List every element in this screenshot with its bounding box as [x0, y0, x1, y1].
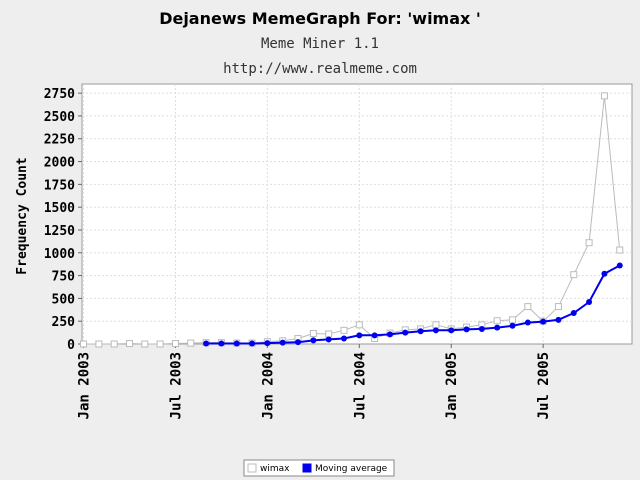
data-point-moving-average: [233, 340, 240, 347]
data-point-wimax: [309, 330, 317, 338]
data-point-moving-average: [524, 319, 531, 326]
data-point-wimax: [171, 340, 179, 348]
data-point-moving-average: [601, 270, 608, 277]
data-point-moving-average: [570, 309, 577, 316]
data-point-moving-average: [402, 329, 409, 336]
data-point-wimax: [156, 340, 164, 348]
y-tick-label: 1750: [44, 178, 75, 193]
data-point-moving-average: [555, 316, 562, 323]
y-tick-label: 2250: [44, 133, 75, 148]
x-tick-label: Jul 2004: [352, 352, 368, 419]
legend-label-wimax: wimax: [260, 464, 290, 474]
y-tick-label: 250: [52, 315, 76, 330]
data-point-wimax: [554, 303, 562, 311]
data-point-wimax: [95, 340, 103, 348]
data-point-wimax: [493, 317, 501, 325]
y-tick-label: 2750: [44, 87, 75, 102]
data-point-wimax: [110, 340, 118, 348]
data-point-wimax: [509, 316, 517, 324]
legend: wimax Moving average: [243, 459, 395, 477]
data-point-moving-average: [494, 324, 501, 331]
chart-url: http://www.realmeme.com: [223, 61, 417, 77]
data-point-moving-average: [218, 340, 225, 347]
data-point-moving-average: [386, 331, 393, 338]
data-point-wimax: [80, 340, 88, 348]
data-point-moving-average: [325, 336, 332, 343]
data-point-wimax: [141, 340, 149, 348]
y-tick-label: 1000: [44, 247, 75, 262]
data-point-wimax: [340, 326, 348, 334]
data-point-moving-average: [509, 322, 516, 329]
data-point-moving-average: [264, 340, 271, 347]
data-point-moving-average: [295, 339, 302, 346]
x-tick-label: Jul 2005: [536, 352, 552, 419]
axes: 0 250 500 750 1000 1250 1500 1750 2000 2250 2500 27…: [44, 87, 552, 419]
data-point-moving-average: [463, 326, 470, 333]
y-tick-label: 500: [52, 292, 76, 307]
data-point-wimax: [355, 321, 363, 329]
data-point-wimax: [524, 303, 532, 311]
x-tick-label: Jan 2003: [77, 352, 93, 419]
series-line-moving-average: [206, 264, 621, 345]
legend-label-moving-average: Moving average: [315, 464, 388, 474]
data-point-moving-average: [249, 340, 256, 347]
plot-area: [81, 83, 633, 345]
y-tick-label: 750: [52, 270, 76, 285]
legend-marker-moving-average: [302, 463, 312, 473]
data-point-wimax: [187, 339, 195, 347]
series: [80, 92, 624, 348]
y-tick-label: 2500: [44, 110, 75, 125]
data-point-moving-average: [371, 332, 378, 339]
grid-lines: [82, 84, 632, 344]
y-tick-label: 1500: [44, 201, 75, 216]
data-point-wimax: [570, 271, 578, 279]
data-point-moving-average: [432, 327, 439, 334]
data-point-moving-average: [203, 340, 210, 347]
data-point-wimax: [125, 340, 133, 348]
data-point-moving-average: [279, 339, 286, 346]
data-point-wimax: [325, 330, 333, 338]
data-point-moving-average: [340, 335, 347, 342]
data-point-moving-average: [310, 337, 317, 344]
data-point-wimax: [600, 92, 608, 100]
data-point-moving-average: [586, 299, 593, 306]
data-point-moving-average: [540, 318, 547, 325]
data-point-wimax: [432, 321, 440, 329]
legend-box: [243, 459, 395, 477]
chart-title: Dejanews MemeGraph For: 'wimax ': [159, 9, 481, 28]
y-axis-label: Frequency Count: [15, 157, 30, 274]
y-tick-label: 0: [67, 338, 75, 353]
x-tick-label: Jul 2003: [168, 352, 184, 419]
data-point-moving-average: [478, 325, 485, 332]
data-point-wimax: [585, 239, 593, 247]
chart-subtitle: Meme Miner 1.1: [261, 36, 379, 52]
y-tick-label: 2000: [44, 156, 75, 171]
legend-marker-wimax: [247, 463, 257, 473]
x-tick-label: Jan 2005: [444, 352, 460, 419]
data-point-wimax: [616, 246, 624, 254]
data-point-moving-average: [356, 332, 363, 339]
data-point-moving-average: [616, 262, 623, 269]
data-point-moving-average: [448, 327, 455, 334]
x-tick-label: Jan 2004: [260, 352, 276, 419]
y-tick-label: 1250: [44, 224, 75, 239]
data-point-moving-average: [417, 328, 424, 335]
